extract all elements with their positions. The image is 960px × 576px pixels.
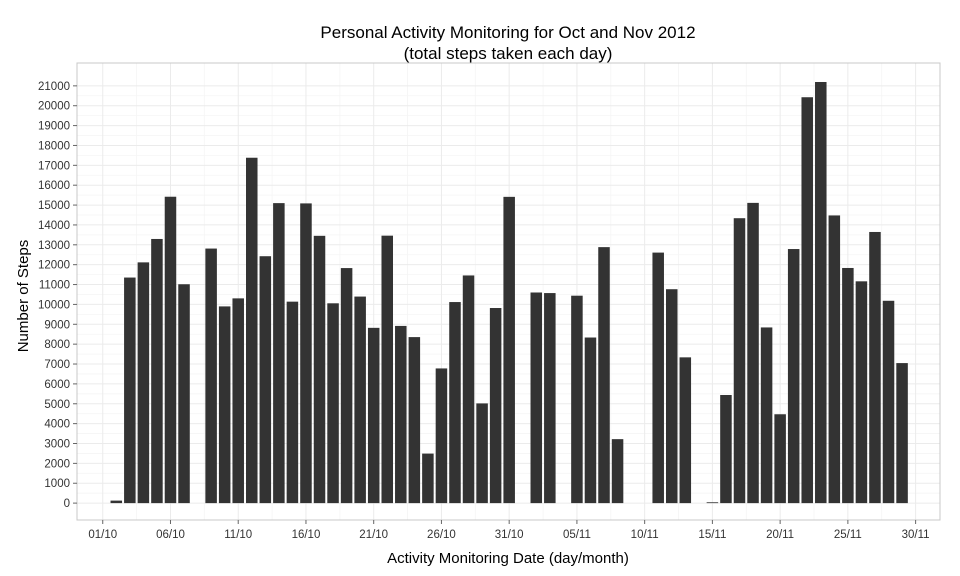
bar [720,395,732,504]
y-tick-label: 2000 [44,458,70,470]
y-tick-label: 15000 [38,200,70,212]
bar [218,306,231,504]
y-tick-label: 7000 [44,359,70,371]
bar [178,284,190,504]
x-tick-label: 31/10 [495,529,524,541]
bar [733,218,746,504]
bar [774,414,786,504]
bar [882,300,895,504]
bar [652,252,664,504]
bar [313,235,326,504]
x-tick-label: 21/10 [359,529,388,541]
bar [462,275,475,504]
bar [584,337,597,504]
y-tick-label: 0 [64,498,70,510]
bar [151,238,163,504]
bar [476,403,488,504]
y-tick-label: 6000 [44,379,70,391]
bar [747,202,759,504]
bar [124,277,136,504]
bar [679,357,692,504]
x-axis: 01/10 06/10 11/10 16/10 21/10 26/10 31/10 05/11… [88,520,930,541]
y-tick-label: 18000 [38,140,70,152]
bar [828,215,841,504]
y-tick-label: 4000 [44,419,70,431]
bar [422,453,434,504]
bar [381,235,394,504]
bar [300,203,312,504]
y-tick-label: 13000 [38,240,70,252]
bar [665,289,678,504]
bar [787,249,800,504]
bar [706,502,719,504]
bar [760,327,773,504]
plot-panel-border [76,62,941,521]
y-tick-label: 16000 [38,180,70,192]
bar [259,256,272,504]
y-tick-label: 20000 [38,101,70,113]
bar [367,327,380,504]
bar [801,97,813,504]
bar [571,295,583,504]
y-tick-label: 11000 [39,280,70,292]
chart-title: Personal Activity Monitoring for Oct and… [320,23,695,42]
y-tick-label: 12000 [38,260,70,272]
bar [544,293,556,504]
bar [869,231,881,504]
bar [449,302,461,504]
y-tick-label: 19000 [38,121,70,133]
y-axis: 0 1000 2000 3000 4000 5000 6000 7000 8000 9000 100… [38,81,77,510]
bar [896,363,908,504]
bar [273,203,285,504]
bar [110,500,123,504]
y-tick-label: 14000 [38,220,70,232]
y-tick-label: 17000 [38,160,70,172]
bar [598,247,610,504]
x-tick-label: 30/11 [902,529,930,541]
x-tick-label: 11/10 [224,529,252,541]
y-tick-label: 1000 [44,478,70,490]
x-tick-label: 10/11 [631,529,659,541]
y-tick-label: 9000 [44,319,70,331]
bar [286,301,299,504]
x-tick-label: 01/10 [88,529,117,541]
bar [435,368,448,504]
bar [408,337,421,504]
x-tick-label: 15/11 [698,529,726,541]
x-tick-label: 16/10 [292,529,321,541]
bar [842,267,854,504]
x-tick-label: 06/10 [156,529,185,541]
x-tick-label: 20/11 [766,529,794,541]
bar [503,196,515,504]
bar [232,298,244,504]
y-axis-title: Number of Steps [15,240,32,353]
y-tick-label: 21000 [38,81,70,93]
bar [246,157,258,504]
bar [611,439,624,504]
bar [137,262,150,504]
x-tick-label: 05/11 [563,529,591,541]
bar [395,325,407,504]
chart-subtitle: (total steps taken each day) [404,44,613,63]
bars [110,81,908,504]
bar [340,268,353,504]
bar [205,248,217,504]
y-tick-label: 10000 [38,299,70,311]
y-tick-label: 8000 [44,339,70,351]
y-tick-label: 5000 [44,399,70,411]
bar [855,281,868,504]
bar [530,292,543,504]
bar [489,308,502,504]
bar [815,81,827,504]
x-tick-label: 25/11 [834,529,862,541]
y-tick-label: 3000 [44,439,70,451]
bar [164,196,177,504]
bar [354,296,366,504]
bar [327,303,339,504]
x-axis-title: Activity Monitoring Date (day/month) [387,550,629,567]
x-tick-label: 26/10 [427,529,456,541]
